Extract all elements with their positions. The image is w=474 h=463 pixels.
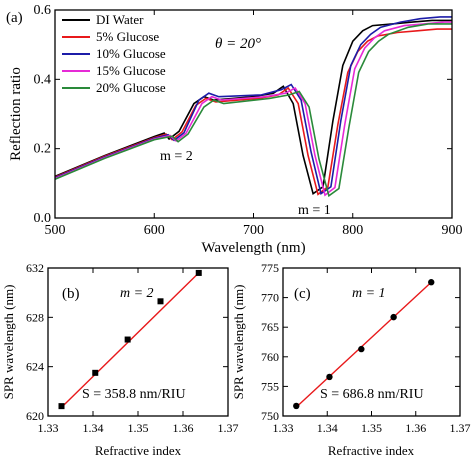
panel-c-data-point-2 (326, 373, 333, 381)
panel-c-data-point-4 (390, 313, 397, 321)
panel-c-x-tick-label: 1.34 (317, 421, 338, 435)
panel-a-legend: DI Water 5% Glucose 10% Glucose 15% Glucose… (62, 12, 166, 95)
panel-b-x-tick-label: 1.35 (128, 421, 149, 435)
panel-a-x-tick-label: 900 (442, 223, 463, 238)
panel-a: (a) 500 600 700 800 900 0.0 0.2 0.4 0.6 Waveleng… (6, 3, 463, 256)
panel-c-ticks: 1.33 1.34 1.35 1.36 1.37 750 755 760 765 770 775 (261, 261, 471, 435)
panel-b-y-axis-title: SPR wavelength (nm) (1, 285, 16, 400)
panel-b-sensitivity-annotation: S = 358.8 nm/RIU (82, 387, 186, 402)
legend-label-3: 10% Glucose (96, 46, 166, 61)
panel-a-x-tick-label: 500 (45, 223, 66, 238)
legend-label-1: DI Water (96, 12, 144, 27)
panel-b-data-point-4 (157, 298, 164, 305)
panel-b-y-tick-label: 624 (26, 360, 44, 374)
panel-c-y-tick-label: 770 (261, 291, 279, 305)
panel-c-y-tick-label: 750 (261, 409, 279, 423)
panel-a-m2-annotation: m = 2 (160, 149, 193, 164)
panel-c-order-annotation: m = 1 (352, 286, 386, 301)
panel-a-x-tick-label: 800 (342, 223, 363, 238)
panel-b-plot-area (58, 269, 202, 410)
panel-c-x-tick-label: 1.37 (450, 421, 471, 435)
panel-c-label: (c) (294, 286, 311, 302)
panel-a-label: (a) (6, 10, 23, 26)
panel-a-theta-annotation: θ = 20° (215, 36, 261, 52)
panel-a-y-axis-title: Reflection ratio (8, 67, 24, 161)
panel-b-x-tick-label: 1.34 (83, 421, 104, 435)
panel-b-x-axis-title: Refractive index (95, 443, 182, 458)
legend-label-4: 15% Glucose (96, 63, 166, 78)
panel-c-data-point-3 (358, 345, 365, 353)
panel-a-x-tick-label: 600 (144, 223, 165, 238)
panel-b-data-point-2 (92, 369, 99, 376)
panel-b-y-tick-label: 628 (26, 310, 44, 324)
panel-b-ticks: 1.33 1.34 1.35 1.36 1.37 620 624 628 632 (26, 261, 239, 435)
series-line-3 (54, 16, 452, 196)
panel-b: (b) 1.33 1.34 1.35 1.36 1.37 620 624 628 632 Ref… (1, 261, 239, 458)
panel-c-y-axis-title: SPR wavelength (nm) (231, 285, 246, 400)
panel-a-m1-annotation: m = 1 (298, 203, 331, 218)
legend-label-5: 20% Glucose (96, 80, 166, 95)
panel-a-y-tick-label: 0.6 (34, 3, 52, 18)
panel-b-data-point-3 (124, 336, 131, 343)
panel-c-fit-line (295, 281, 432, 408)
panel-c-x-tick-label: 1.33 (273, 421, 294, 435)
panel-c-data-point-1 (293, 402, 300, 410)
panel-b-data-point-1 (58, 403, 65, 410)
panel-c-data-point-5 (428, 279, 435, 286)
panel-c-sensitivity-annotation: S = 686.8 nm/RIU (320, 387, 424, 402)
legend-label-2: 5% Glucose (96, 29, 159, 44)
panel-a-x-axis-title: Wavelength (nm) (201, 240, 305, 256)
panel-b-y-tick-label: 620 (26, 409, 44, 423)
series-line-4 (54, 21, 452, 197)
panel-a-y-tick-label: 0.4 (34, 72, 52, 87)
panel-a-x-tick-label: 700 (243, 223, 264, 238)
panel-b-x-tick-label: 1.33 (38, 421, 59, 435)
panel-b-x-tick-label: 1.36 (173, 421, 194, 435)
panel-c-plot-area (293, 279, 435, 410)
panel-c-x-axis-title: Refractive index (328, 443, 415, 458)
panel-a-plot-area (54, 16, 452, 198)
panel-c-y-tick-label: 775 (261, 261, 279, 275)
panel-b-x-tick-label: 1.37 (218, 421, 239, 435)
panel-a-ticks: 500 600 700 800 900 0.0 0.2 0.4 0.6 (34, 3, 463, 238)
panel-c-y-tick-label: 755 (261, 379, 279, 393)
panel-b-order-annotation: m = 2 (120, 286, 154, 301)
panel-c-x-tick-label: 1.35 (361, 421, 382, 435)
panel-c-y-tick-label: 760 (261, 350, 279, 364)
panel-a-y-tick-label: 0.0 (34, 211, 52, 226)
panel-c: (c) 1.33 1.34 1.35 1.36 1.37 750 755 760 765 770 7… (231, 261, 471, 458)
series-line-1 (54, 19, 452, 196)
panel-c-y-tick-label: 765 (261, 320, 279, 334)
panel-c-x-tick-label: 1.36 (405, 421, 426, 435)
panel-b-y-tick-label: 632 (26, 261, 44, 275)
panel-a-y-tick-label: 0.2 (34, 142, 52, 157)
panel-b-label: (b) (62, 286, 80, 302)
panel-b-data-point-5 (195, 269, 202, 276)
series-line-5 (54, 23, 452, 198)
